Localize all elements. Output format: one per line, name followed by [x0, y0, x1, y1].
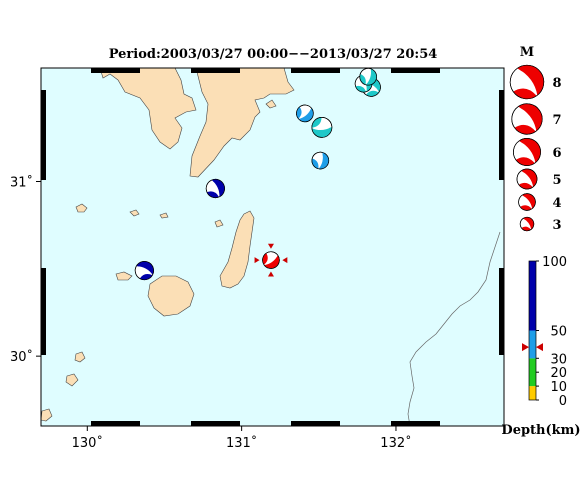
islet [65, 373, 79, 387]
magnitude-legend-label: 8 [552, 76, 561, 91]
lat-tick-label: 31˚ [10, 175, 33, 191]
tanegashima [219, 210, 255, 289]
magnitude-legend-ball [513, 138, 541, 166]
frame-bar [291, 68, 340, 73]
colorbar-tick-label: 10 [550, 380, 567, 395]
frame-bar [291, 421, 340, 426]
map-frame [40, 67, 505, 427]
lat-tick-label: 30˚ [10, 349, 33, 365]
islet [75, 203, 88, 213]
colorbar-tick-label: 50 [550, 325, 567, 340]
event-mechanism [359, 67, 377, 86]
map-frame-bars [41, 68, 504, 426]
colorbar-band [529, 261, 536, 331]
event-mechanism [205, 178, 225, 199]
lon-tick-label: 131˚ [226, 435, 257, 451]
frame-bar [91, 68, 140, 73]
lon-tick-label: 130˚ [72, 435, 103, 451]
islet [265, 99, 277, 109]
trench-contour [407, 231, 501, 426]
land-layer [41, 68, 501, 426]
magnitude-legend-ball [511, 103, 543, 135]
magnitude-legend-label: 5 [552, 173, 561, 188]
islet [129, 209, 140, 217]
magnitude-legend-ball [518, 193, 536, 211]
colorbar-band [529, 386, 536, 400]
event-mechanism [134, 261, 154, 281]
osumi-peninsula [189, 68, 295, 178]
map-title: Period:2003/03/27 00:00−−2013/03/27 20:5… [109, 47, 438, 62]
colorbar-tick-label: 100 [542, 255, 567, 270]
islet [74, 351, 86, 363]
frame-bar [91, 421, 140, 426]
colorbar-tick-label: 30 [550, 352, 567, 367]
depth-colorbar-title: Depth(km) [501, 423, 580, 438]
event-mechanism [296, 104, 314, 123]
selected-event-marker [254, 243, 288, 277]
islet [214, 219, 224, 228]
sea-background [41, 68, 504, 426]
frame-bar [41, 90, 46, 180]
colorbar-tick-label: 0 [559, 394, 567, 409]
event-mechanism [311, 117, 333, 138]
frame-bar [391, 68, 440, 73]
frame-bar [391, 421, 440, 426]
kuchinoerabu [115, 271, 133, 281]
magnitude-legend-ball [519, 216, 535, 232]
magnitude-legend-label: 6 [552, 146, 561, 161]
magnitude-legend-ball [516, 168, 538, 190]
lon-tick-label: 132˚ [380, 435, 411, 451]
map-area [40, 67, 505, 427]
frame-bar [191, 421, 240, 426]
colorbar-band [529, 358, 536, 387]
magnitude-legend-label: 3 [552, 218, 561, 233]
event-mechanism [262, 251, 280, 269]
magnitude-legend-label: 4 [552, 196, 561, 211]
colorbar-tick-label: 20 [550, 366, 567, 381]
depth-marker [522, 343, 543, 352]
axis-tick-labels: 130˚ 131˚ 132˚ 31˚ 30˚ [10, 175, 412, 451]
colorbar-band [529, 330, 536, 359]
frame-bar [191, 68, 240, 73]
frame-bar [41, 268, 46, 355]
frame-bar [499, 90, 504, 180]
magnitude-legend-title: M [520, 45, 534, 60]
frame-bar [499, 268, 504, 355]
islet [159, 212, 169, 219]
yakushima [147, 275, 195, 317]
magnitude-legend: M 8 7 6 5 4 3 [509, 45, 562, 233]
magnitude-legend-label: 7 [552, 113, 561, 128]
events-layer [134, 67, 381, 281]
magnitude-legend-ball [509, 64, 545, 100]
satsuma-peninsula [99, 68, 197, 150]
event-mechanism [311, 151, 330, 170]
